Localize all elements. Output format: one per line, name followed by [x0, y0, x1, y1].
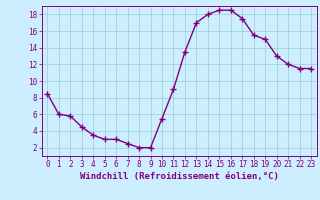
X-axis label: Windchill (Refroidissement éolien,°C): Windchill (Refroidissement éolien,°C)	[80, 172, 279, 181]
